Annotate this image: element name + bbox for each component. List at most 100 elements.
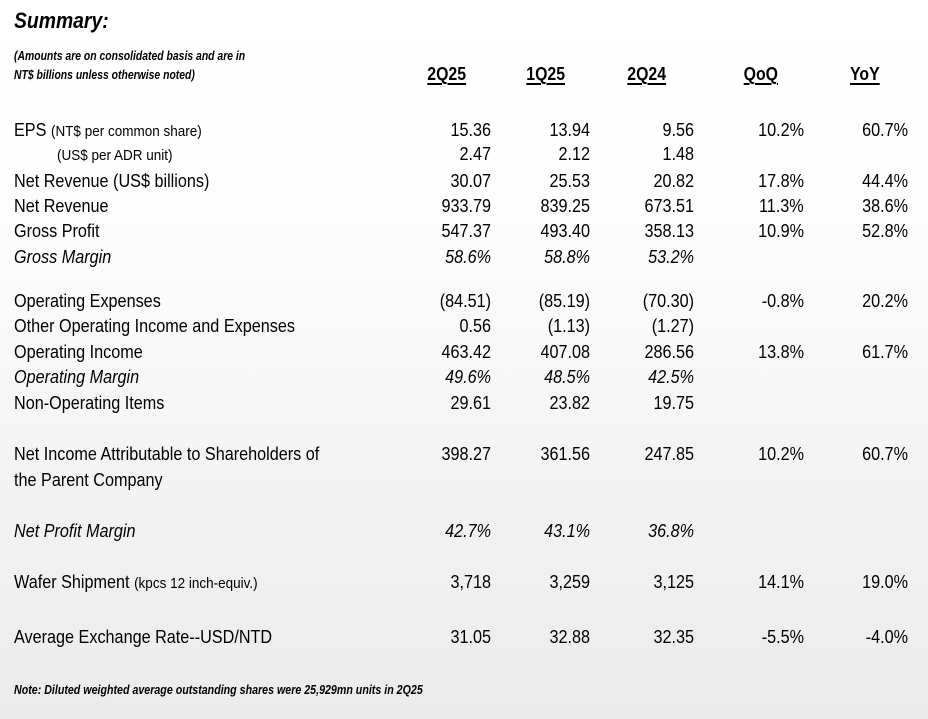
cell-1q25: 32.88 xyxy=(549,627,590,647)
cell-qoq: 10.2% xyxy=(758,120,804,140)
cell-1q25: 361.56 xyxy=(540,444,590,464)
cell-yoy: 61.7% xyxy=(862,342,908,362)
table-row: Operating Income 463.42 407.08 286.56 13.8% 6… xyxy=(0,340,928,364)
cell-1q25: (85.19) xyxy=(538,291,590,311)
cell-2q25: 58.6% xyxy=(445,247,491,267)
table-row: Gross Profit 547.37 493.40 358.13 10.9% 52.8% xyxy=(0,219,928,243)
row-label-text: Net Revenue (US$ billions) xyxy=(14,171,210,191)
row-label-text: Operating Expenses xyxy=(14,291,161,311)
cell-yoy: 20.2% xyxy=(862,291,908,311)
cell-yoy: -4.0% xyxy=(865,627,908,647)
cell-2q24: 673.51 xyxy=(644,196,694,216)
column-header-2q25: 2Q25 xyxy=(427,64,466,84)
table-row: Average Exchange Rate--USD/NTD 31.05 32.88… xyxy=(0,625,928,649)
cell-2q25: 547.37 xyxy=(441,221,491,241)
cell-2q24: 358.13 xyxy=(644,221,694,241)
cell-2q24: 53.2% xyxy=(648,247,694,267)
row-label: Operating Expenses xyxy=(14,289,161,313)
cell-2q25: 49.6% xyxy=(445,367,491,387)
cell-1q25: 407.08 xyxy=(540,342,590,362)
row-label: Net Income Attributable to Shareholders … xyxy=(14,442,319,466)
row-label-qualifier: (kpcs 12 inch-equiv.) xyxy=(134,575,258,592)
cell-qoq: 10.9% xyxy=(758,221,804,241)
row-label-text: Net Income Attributable to Shareholders … xyxy=(14,444,320,464)
column-header-2q24: 2Q24 xyxy=(627,64,666,84)
cell-2q24: 36.8% xyxy=(648,521,694,541)
cell-2q25: 463.42 xyxy=(441,342,491,362)
column-header-yoy: YoY xyxy=(850,64,880,84)
cell-qoq: 14.1% xyxy=(758,572,804,592)
cell-2q25: 42.7% xyxy=(445,521,491,541)
row-label: Non-Operating Items xyxy=(14,391,164,415)
cell-2q25: 31.05 xyxy=(450,627,491,647)
cell-2q25: 30.07 xyxy=(450,171,491,191)
row-label-text: Operating Margin xyxy=(14,367,140,387)
cell-1q25: 3,259 xyxy=(549,572,590,592)
table-row: Other Operating Income and Expenses 0.56 (… xyxy=(0,314,928,338)
cell-2q24: 286.56 xyxy=(644,342,694,362)
cell-1q25: 48.5% xyxy=(544,367,590,387)
cell-2q24: 19.75 xyxy=(653,393,694,413)
cell-yoy: 38.6% xyxy=(862,196,908,216)
cell-1q25: 25.53 xyxy=(549,171,590,191)
footnote: Note: Diluted weighted average outstandi… xyxy=(14,682,423,697)
column-header-qoq: QoQ xyxy=(743,64,778,84)
cell-2q24: 1.48 xyxy=(662,144,694,164)
cell-2q25: (84.51) xyxy=(439,291,491,311)
units-note-line2: NT$ billions unless otherwise noted) xyxy=(14,67,195,82)
row-label-text: Other Operating Income and Expenses xyxy=(14,316,295,336)
row-label: Gross Profit xyxy=(14,219,100,243)
cell-1q25: 493.40 xyxy=(540,221,590,241)
cell-yoy: 19.0% xyxy=(862,572,908,592)
page-title: Summary: xyxy=(14,8,109,33)
row-label-text: Gross Margin xyxy=(14,247,112,267)
cell-1q25: 839.25 xyxy=(540,196,590,216)
row-label-text: Wafer Shipment xyxy=(14,572,130,592)
table-row: Net Profit Margin 42.7% 43.1% 36.8% xyxy=(0,519,928,543)
table-row: Wafer Shipment (kpcs 12 inch-equiv.) 3,71… xyxy=(0,570,928,594)
cell-2q25: 398.27 xyxy=(441,444,491,464)
row-label: Operating Income xyxy=(14,340,143,364)
row-label: Other Operating Income and Expenses xyxy=(14,314,295,338)
cell-2q25: 3,718 xyxy=(450,572,491,592)
row-label: Gross Margin xyxy=(14,245,111,269)
table-row: Gross Margin 58.6% 58.8% 53.2% xyxy=(0,245,928,269)
cell-2q24: 9.56 xyxy=(662,120,694,140)
cell-qoq: -0.8% xyxy=(761,291,804,311)
table-row: Net Income Attributable to Shareholders … xyxy=(0,442,928,490)
table-row: Net Revenue (US$ billions) 30.07 25.53 20.8… xyxy=(0,169,928,193)
cell-yoy: 60.7% xyxy=(862,120,908,140)
row-label: Net Revenue (US$ billions) xyxy=(14,169,209,193)
cell-qoq: 17.8% xyxy=(758,171,804,191)
row-label: Wafer Shipment (kpcs 12 inch-equiv.) xyxy=(14,570,258,596)
cell-2q24: 32.35 xyxy=(653,627,694,647)
cell-1q25: 23.82 xyxy=(549,393,590,413)
cell-yoy: 44.4% xyxy=(862,171,908,191)
row-label: Operating Margin xyxy=(14,365,139,389)
row-label: Net Profit Margin xyxy=(14,519,136,543)
table-row: Operating Margin 49.6% 48.5% 42.5% xyxy=(0,365,928,389)
cell-qoq: 10.2% xyxy=(758,444,804,464)
cell-2q25: 15.36 xyxy=(450,120,491,140)
cell-2q25: 29.61 xyxy=(450,393,491,413)
row-label-continued: the Parent Company xyxy=(14,470,163,490)
cell-2q25: 0.56 xyxy=(459,316,491,336)
table-row: EPS (NT$ per common share) 15.36 13.94 9.56… xyxy=(0,118,928,142)
cell-1q25: 2.12 xyxy=(558,144,590,164)
table-row: Operating Expenses (84.51) (85.19) (70.30) -… xyxy=(0,289,928,313)
row-label-text: EPS xyxy=(14,120,47,140)
cell-2q24: (70.30) xyxy=(642,291,694,311)
cell-1q25: (1.13) xyxy=(547,316,590,336)
cell-yoy: 52.8% xyxy=(862,221,908,241)
cell-2q24: 3,125 xyxy=(653,572,694,592)
row-label-text: Operating Income xyxy=(14,342,143,362)
cell-1q25: 43.1% xyxy=(544,521,590,541)
row-label-text: Average Exchange Rate--USD/NTD xyxy=(14,627,273,647)
row-label: (US$ per ADR unit) xyxy=(57,142,173,168)
cell-qoq: 13.8% xyxy=(758,342,804,362)
cell-2q24: 20.82 xyxy=(653,171,694,191)
cell-2q24: 42.5% xyxy=(648,367,694,387)
row-label: Net Revenue xyxy=(14,194,109,218)
cell-1q25: 58.8% xyxy=(544,247,590,267)
cell-2q25: 933.79 xyxy=(441,196,491,216)
